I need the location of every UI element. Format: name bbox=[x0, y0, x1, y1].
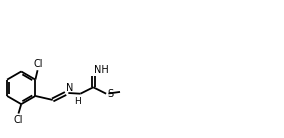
Text: H: H bbox=[74, 97, 81, 106]
Text: Cl: Cl bbox=[33, 59, 43, 69]
Text: Cl: Cl bbox=[13, 115, 23, 124]
Text: N: N bbox=[66, 83, 74, 93]
Text: NH: NH bbox=[94, 65, 108, 75]
Text: S: S bbox=[107, 89, 113, 99]
